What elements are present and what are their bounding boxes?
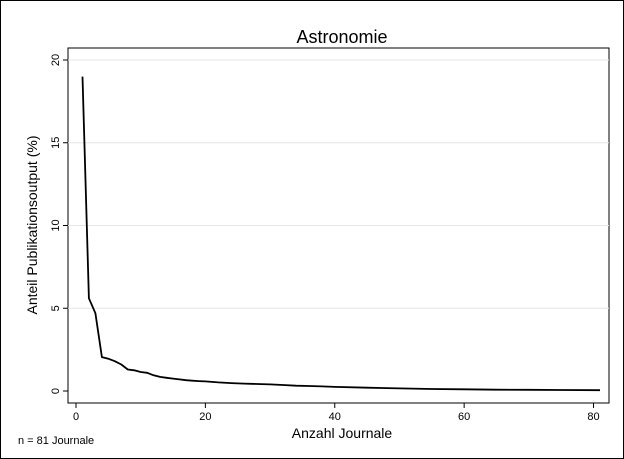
- x-tick-label: 40: [329, 411, 341, 423]
- series-line-0: [81, 76, 601, 392]
- x-tick-label: 0: [73, 411, 79, 423]
- gridlines: [68, 59, 609, 309]
- series-lines: [81, 76, 601, 392]
- x-tick-label: 60: [458, 411, 470, 423]
- sample-size-note: n = 81 Journale: [18, 435, 95, 447]
- y-tick-label: 20: [50, 54, 62, 66]
- ticks: 0 5 10 15 20 0 20 40 60 80: [50, 54, 600, 423]
- x-tick-label: 80: [587, 411, 599, 423]
- y-tick-label: 10: [50, 219, 62, 231]
- y-tick-label: 5: [50, 305, 62, 311]
- chart-title: Astronomie: [296, 27, 387, 47]
- y-axis-label: Anteil Publikationsoutput (%): [24, 136, 40, 315]
- x-axis-label: Anzahl Journale: [292, 425, 393, 441]
- y-tick-label: 0: [50, 388, 62, 394]
- y-tick-label: 15: [50, 137, 62, 149]
- x-tick-label: 20: [199, 411, 211, 423]
